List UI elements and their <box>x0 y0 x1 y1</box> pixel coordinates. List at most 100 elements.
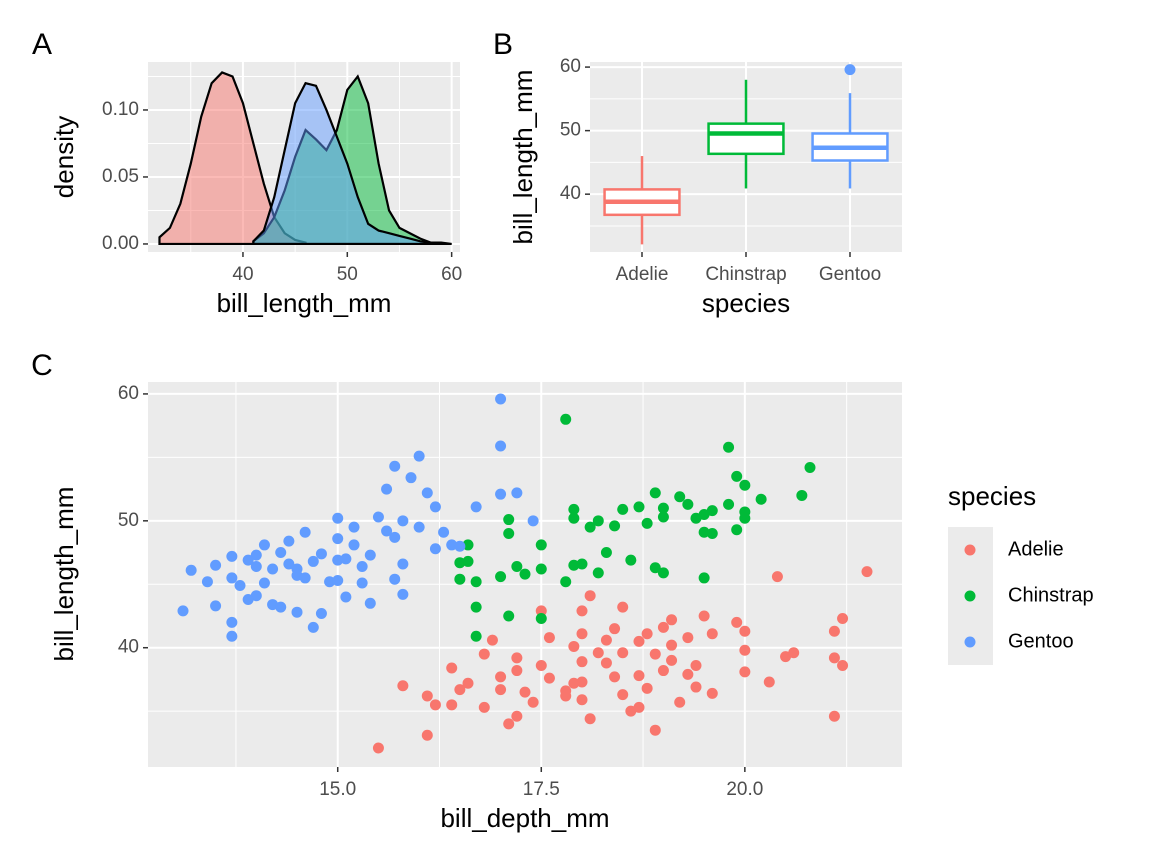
y-axis-title: bill_length_mm <box>49 487 79 662</box>
point <box>348 539 360 551</box>
point <box>609 520 621 532</box>
point <box>837 659 849 671</box>
point <box>633 701 645 713</box>
point <box>462 555 474 567</box>
point <box>511 652 523 664</box>
point <box>641 682 653 694</box>
point <box>592 567 604 579</box>
y-tick-label: 40 <box>560 183 581 204</box>
point <box>201 576 213 588</box>
point <box>315 607 327 619</box>
point <box>364 597 376 609</box>
x-tick-label: 15.0 <box>319 779 356 800</box>
point <box>576 676 588 688</box>
point <box>731 470 743 482</box>
point <box>397 680 409 692</box>
panel-label: B <box>493 28 513 61</box>
point <box>454 557 466 569</box>
point <box>584 713 596 725</box>
point <box>486 634 498 646</box>
y-axis-title: bill_length_mm <box>508 70 538 245</box>
point <box>421 690 433 702</box>
legend-label: Gentoo <box>1008 630 1074 652</box>
point <box>837 613 849 625</box>
point <box>454 540 466 552</box>
point <box>389 531 401 543</box>
point <box>389 573 401 585</box>
point <box>543 632 555 644</box>
point <box>210 600 222 612</box>
point <box>600 657 612 669</box>
panel-label: C <box>31 349 53 382</box>
point <box>503 514 515 526</box>
x-tick-label: 60 <box>441 264 462 285</box>
y-tick-label: 0.10 <box>102 99 139 120</box>
point <box>250 561 262 573</box>
point <box>731 524 743 536</box>
point <box>462 677 474 689</box>
point <box>519 686 531 698</box>
point <box>511 665 523 677</box>
point <box>568 503 580 515</box>
point <box>861 566 873 578</box>
point <box>332 512 344 524</box>
point <box>307 555 319 567</box>
point <box>291 606 303 618</box>
y-tick-label: 60 <box>118 383 139 404</box>
point <box>495 671 507 683</box>
outlier <box>844 64 856 76</box>
point <box>576 656 588 668</box>
y-tick-label: 50 <box>118 510 139 531</box>
point <box>576 694 588 706</box>
y-tick-label: 60 <box>560 56 581 77</box>
point <box>258 577 270 589</box>
point <box>755 493 767 505</box>
point <box>340 553 352 565</box>
point <box>478 701 490 713</box>
point <box>356 561 368 573</box>
point <box>348 521 360 533</box>
point <box>739 479 751 491</box>
point <box>828 652 840 664</box>
point <box>657 621 669 633</box>
point <box>315 548 327 560</box>
y-tick-label: 40 <box>118 637 139 658</box>
point <box>470 501 482 513</box>
point <box>674 491 686 503</box>
point <box>568 512 580 524</box>
point <box>511 487 523 499</box>
point <box>527 515 539 527</box>
point <box>535 613 547 625</box>
y-axis-title: density <box>49 116 79 198</box>
point <box>641 517 653 529</box>
point <box>446 699 458 711</box>
point <box>267 563 279 575</box>
point <box>226 572 238 584</box>
point <box>828 710 840 722</box>
point <box>657 511 669 523</box>
point <box>503 610 515 622</box>
point <box>592 515 604 527</box>
legend-label: Chinstrap <box>1008 584 1094 606</box>
point <box>690 659 702 671</box>
point <box>657 665 669 677</box>
point <box>356 577 368 589</box>
point <box>666 639 678 651</box>
point <box>478 648 490 660</box>
point <box>527 696 539 708</box>
point <box>495 571 507 583</box>
x-tick-label: 17.5 <box>523 779 560 800</box>
x-tick-label: 20.0 <box>726 779 763 800</box>
point <box>723 498 735 510</box>
point <box>446 662 458 674</box>
point <box>731 616 743 628</box>
point <box>739 644 751 656</box>
point <box>739 666 751 678</box>
point <box>421 487 433 499</box>
point <box>177 605 189 617</box>
point <box>682 498 694 510</box>
point <box>706 628 718 640</box>
legend-marker <box>964 544 976 556</box>
